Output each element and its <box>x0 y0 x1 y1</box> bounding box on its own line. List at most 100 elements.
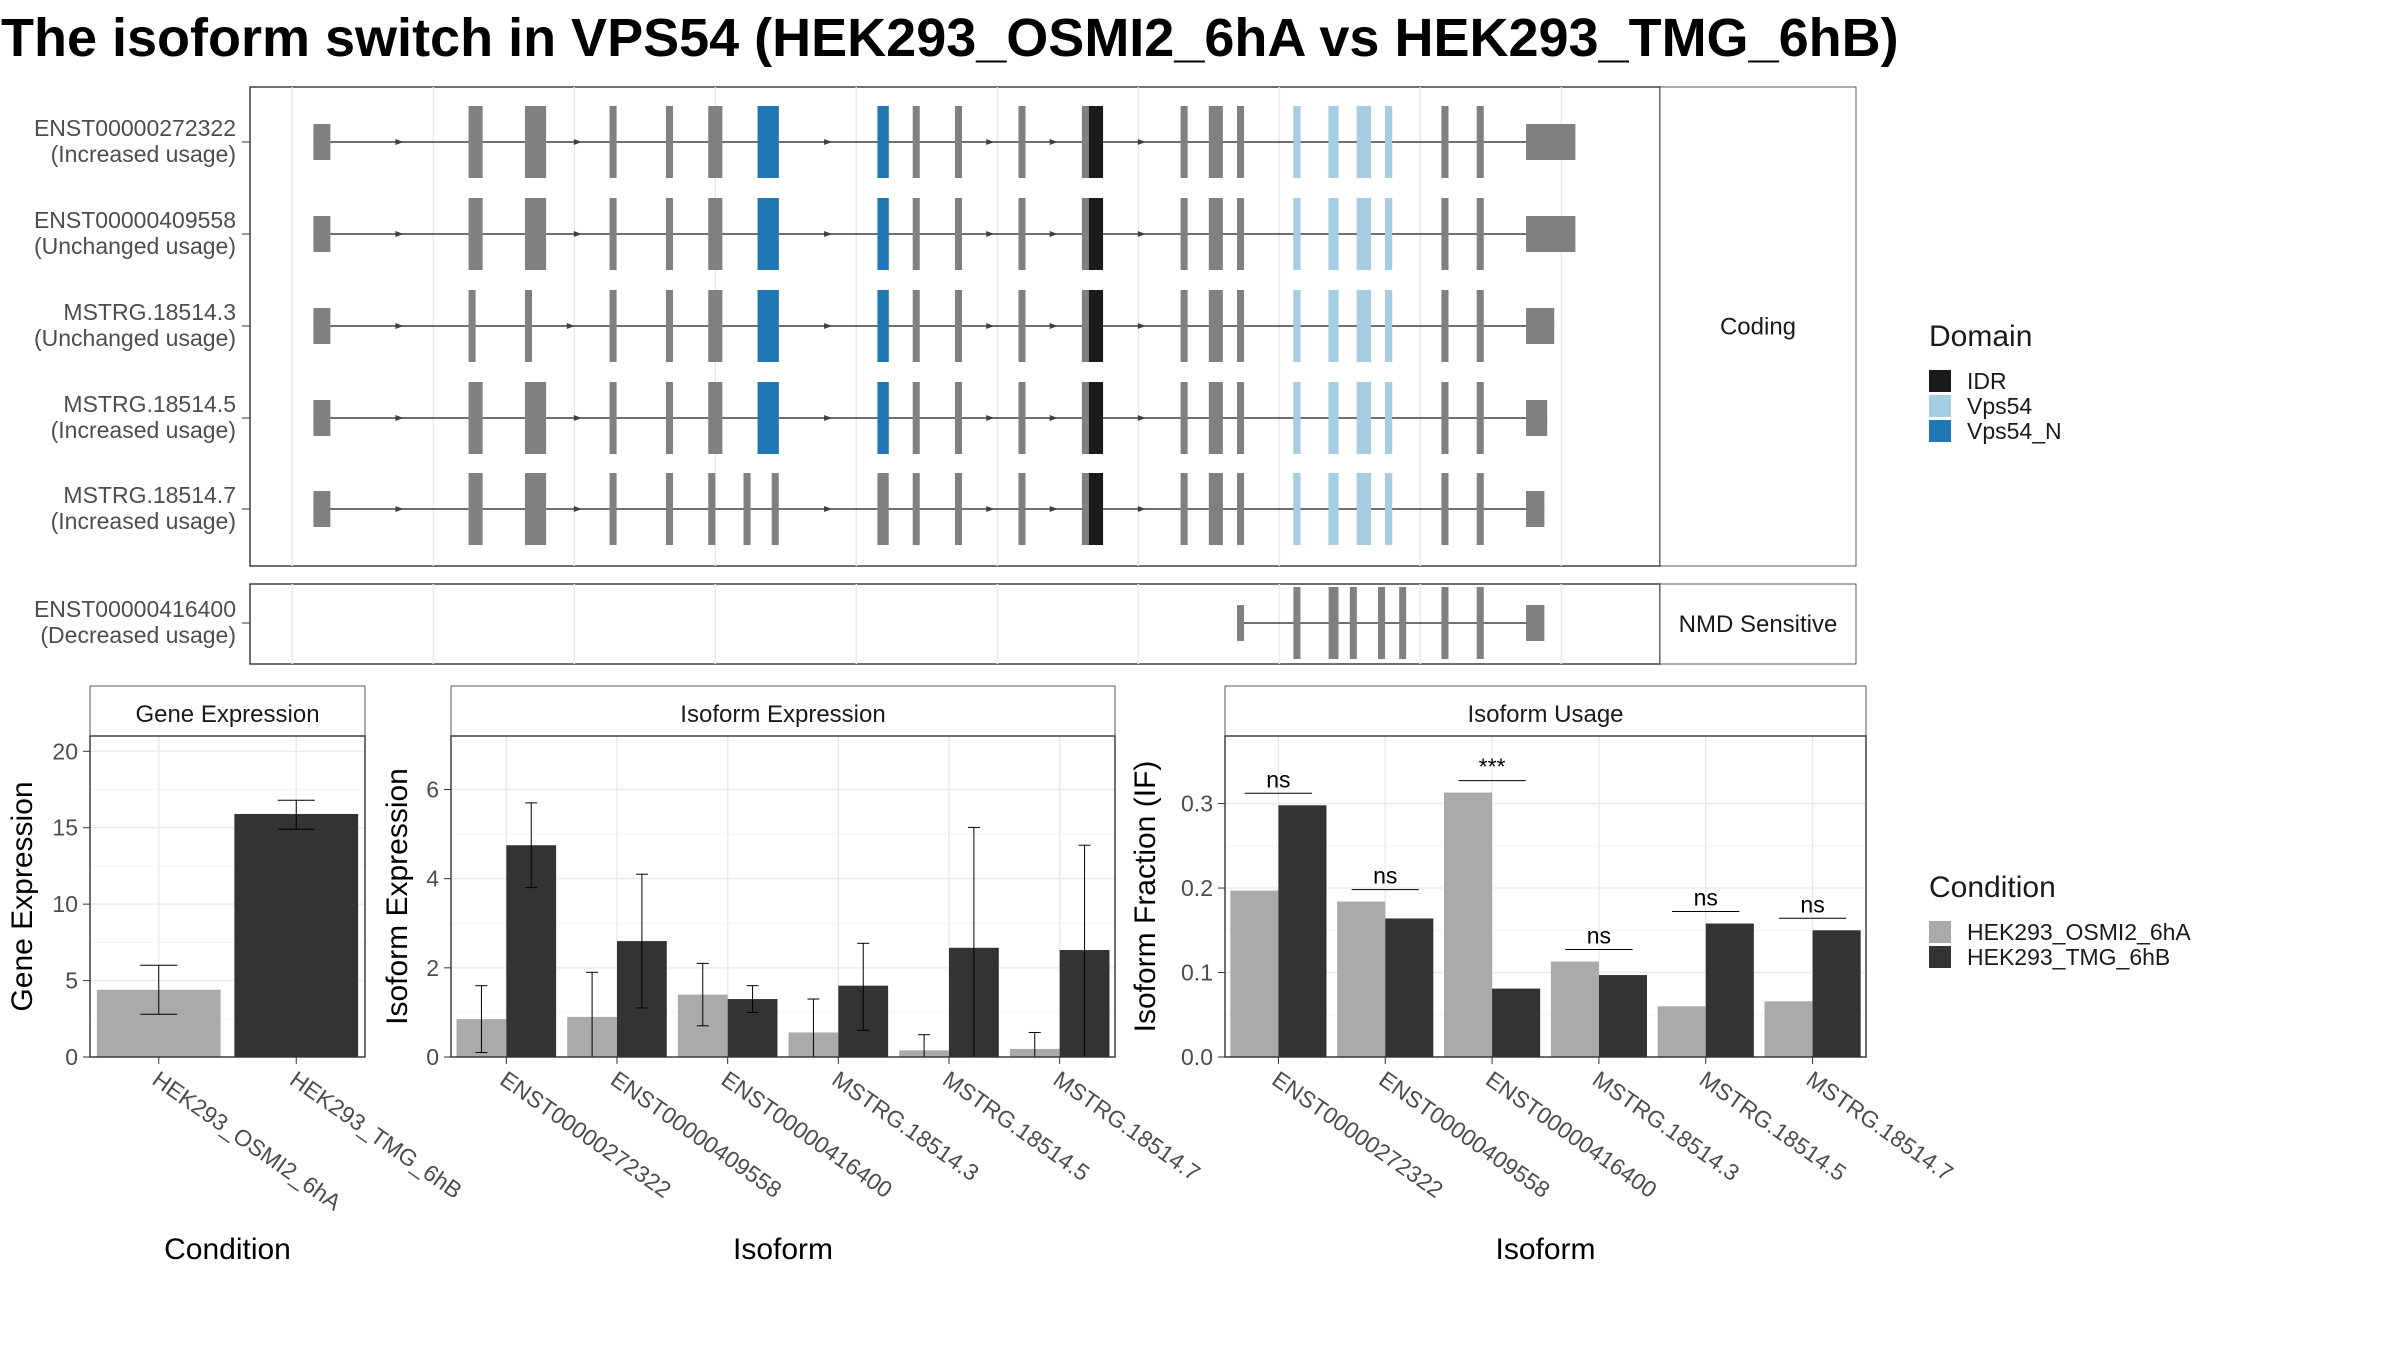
legend-label: Vps54_N <box>1967 418 2062 444</box>
domain-vps54 <box>1356 473 1371 545</box>
exon <box>1526 124 1576 160</box>
domain-vps54 <box>1385 106 1393 178</box>
exon <box>912 382 920 454</box>
domain-idr <box>1088 382 1104 454</box>
panel-strip <box>450 685 1116 737</box>
exon <box>468 290 476 362</box>
exon <box>1526 400 1548 436</box>
exon <box>313 308 331 344</box>
exon <box>665 473 673 545</box>
significance-label: ns <box>1800 891 1824 917</box>
intron-direction-arrow <box>1049 323 1058 329</box>
facet-strip-label: NMD Sensitive <box>1679 611 1838 638</box>
x-tick-label: ENST00000272322 <box>1268 1066 1448 1203</box>
exon <box>1476 382 1484 454</box>
bar <box>1337 901 1386 1057</box>
y-tick-label: 6 <box>426 777 439 803</box>
exon <box>313 400 331 436</box>
bar <box>234 813 359 1057</box>
significance-label: ns <box>1373 863 1397 889</box>
bar <box>1230 890 1279 1057</box>
transcript-ENST00000272322: ENST00000272322(Increased usage) <box>34 106 1576 178</box>
exon <box>1237 198 1245 270</box>
domain-vps54 <box>1293 382 1301 454</box>
exon <box>1349 587 1357 659</box>
exon <box>955 106 963 178</box>
exon <box>1476 106 1484 178</box>
exon <box>1180 473 1188 545</box>
exon <box>1441 382 1449 454</box>
domain-vps54 <box>1328 473 1339 545</box>
domain-idr <box>1088 198 1104 270</box>
bar <box>1492 988 1541 1057</box>
figure-title: The isoform switch in VPS54 (HEK293_OSMI… <box>1 8 1899 68</box>
domain-vps54 <box>1328 198 1339 270</box>
domain-idr <box>1088 106 1104 178</box>
facet-strip-label: Coding <box>1720 314 1796 341</box>
intron-direction-arrow <box>824 323 833 329</box>
exon <box>609 106 617 178</box>
intron-direction-arrow <box>573 506 582 512</box>
intron-direction-arrow <box>1049 139 1058 145</box>
legend-title: Condition <box>1929 871 2056 904</box>
exon <box>1378 587 1386 659</box>
exon <box>912 290 920 362</box>
legend-label: HEK293_TMG_6hB <box>1967 944 2170 970</box>
exon <box>912 106 920 178</box>
exon <box>468 106 483 178</box>
exon <box>665 198 673 270</box>
legend-label: HEK293_OSMI2_6hA <box>1967 919 2191 945</box>
exon <box>313 491 331 527</box>
intron-direction-arrow <box>566 323 575 329</box>
exon <box>1328 587 1339 659</box>
intron-direction-arrow <box>395 231 404 237</box>
bar <box>1385 918 1434 1057</box>
y-tick-label: 0.1 <box>1181 960 1213 986</box>
exon <box>609 382 617 454</box>
exon <box>665 106 673 178</box>
panel-title: Isoform Expression <box>680 701 885 728</box>
y-tick-label: 0.3 <box>1181 791 1213 817</box>
transcript-name: ENST00000409558 <box>34 207 236 233</box>
exon <box>468 198 483 270</box>
domain-vps54-n <box>877 106 889 178</box>
isoform-expression-panel: Isoform Expression0246ENST00000272322ENS… <box>381 685 1205 1266</box>
domain-vps54 <box>1356 290 1371 362</box>
exon <box>1237 382 1245 454</box>
domain-vps54 <box>1385 382 1393 454</box>
exon <box>1441 198 1449 270</box>
exon <box>877 473 889 545</box>
panel-strip <box>1224 685 1867 737</box>
significance-label: *** <box>1479 754 1506 780</box>
exon <box>1526 605 1545 641</box>
intron-direction-arrow <box>986 139 995 145</box>
bar <box>1705 923 1754 1057</box>
transcript-name: MSTRG.18514.5 <box>63 391 236 417</box>
intron-direction-arrow <box>1137 506 1146 512</box>
exon <box>609 290 617 362</box>
gene-structure-panel: NMD Sensitive ENST00000416400(Decreased u… <box>34 583 1857 665</box>
exon <box>912 473 920 545</box>
facet-strip <box>1659 583 1857 665</box>
intron-direction-arrow <box>1049 231 1058 237</box>
intron-direction-arrow <box>824 139 833 145</box>
exon <box>1476 290 1484 362</box>
x-tick-label: ENST00000409558 <box>1374 1066 1554 1203</box>
domain-vps54 <box>1293 106 1301 178</box>
bar <box>1444 792 1493 1057</box>
domain-vps54 <box>1328 106 1339 178</box>
exon <box>1018 382 1026 454</box>
legend-swatch <box>1929 370 1951 392</box>
exon <box>1208 290 1223 362</box>
intron-direction-arrow <box>395 506 404 512</box>
intron-direction-arrow <box>573 139 582 145</box>
significance-label: ns <box>1266 766 1290 792</box>
exon <box>1180 290 1188 362</box>
exon <box>1237 106 1245 178</box>
exon <box>1208 473 1223 545</box>
domain-vps54 <box>1328 382 1339 454</box>
domain-vps54 <box>1385 290 1393 362</box>
transcript-name: ENST00000272322 <box>34 115 236 141</box>
intron-direction-arrow <box>986 323 995 329</box>
